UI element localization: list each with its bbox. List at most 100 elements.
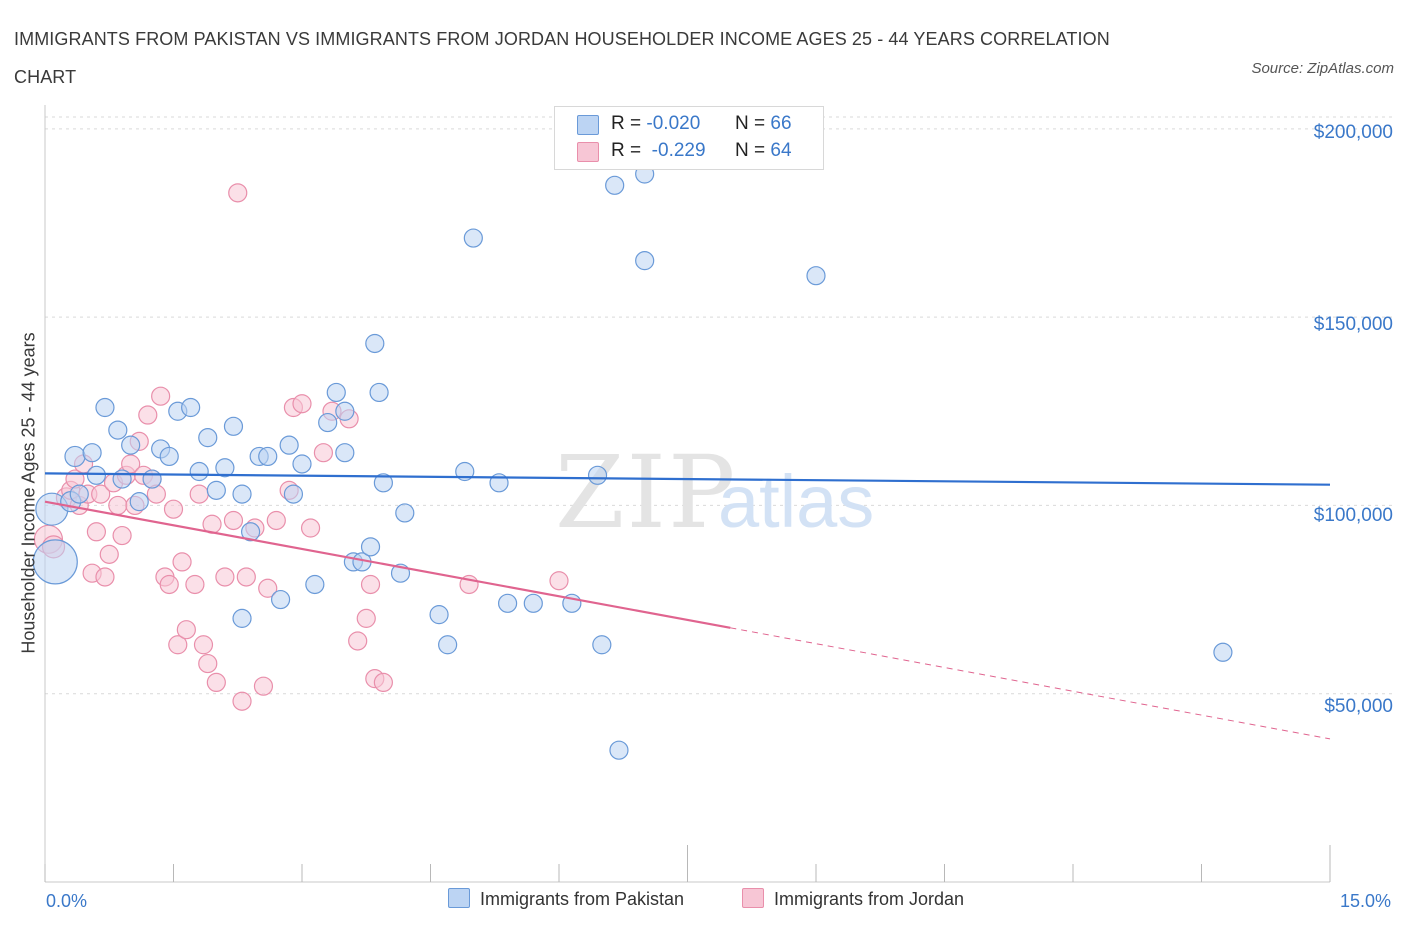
point-jordan-37 bbox=[215, 567, 235, 587]
point-jordan-17 bbox=[121, 454, 141, 474]
point-pakistan-38 bbox=[360, 537, 381, 557]
point-jordan-55 bbox=[360, 574, 381, 595]
correlation-legend: R = -0.020 N = 66 R = -0.229 N = 64 bbox=[554, 106, 824, 170]
point-jordan-12 bbox=[99, 544, 119, 564]
legend-r-pakistan: R = -0.020 bbox=[611, 113, 701, 134]
point-pakistan-32 bbox=[318, 412, 338, 433]
point-jordan-50 bbox=[313, 443, 334, 463]
point-pakistan-14 bbox=[159, 446, 179, 467]
point-pakistan-6 bbox=[86, 465, 107, 485]
point-jordan-21 bbox=[138, 405, 158, 425]
point-pakistan-4 bbox=[69, 484, 89, 504]
point-pakistan-23 bbox=[232, 608, 252, 628]
point-pakistan-17 bbox=[189, 461, 209, 482]
legend-n-pakistan: N = 66 bbox=[735, 113, 792, 134]
watermark-atlas: atlas bbox=[718, 460, 874, 543]
point-pakistan-3 bbox=[64, 445, 86, 468]
point-jordan-31 bbox=[185, 574, 205, 595]
point-pakistan-52 bbox=[587, 465, 608, 485]
point-pakistan-1 bbox=[32, 539, 78, 585]
point-pakistan-5 bbox=[82, 443, 102, 463]
watermark: ZIP atlas bbox=[555, 434, 874, 551]
point-pakistan-34 bbox=[335, 401, 355, 421]
point-jordan-11 bbox=[95, 567, 115, 587]
trend-line-jordan-extension bbox=[730, 627, 1331, 740]
point-pakistan-41 bbox=[373, 473, 393, 493]
legend-swatch-pakistan-bottom bbox=[448, 888, 470, 908]
point-pakistan-24 bbox=[241, 522, 261, 542]
point-pakistan-57 bbox=[635, 251, 655, 271]
point-pakistan-55 bbox=[609, 740, 629, 760]
point-pakistan-10 bbox=[121, 435, 141, 455]
point-jordan-32 bbox=[189, 484, 209, 504]
legend-r-value-pakistan: -0.020 bbox=[646, 113, 701, 134]
point-pakistan-20 bbox=[215, 458, 235, 478]
legend-swatch-jordan bbox=[577, 142, 599, 162]
legend-n-value-pakistan: 66 bbox=[770, 113, 792, 134]
x-tick-label-min: 0.0% bbox=[46, 891, 88, 911]
point-jordan-48 bbox=[292, 394, 312, 414]
point-jordan-49 bbox=[300, 518, 321, 538]
point-pakistan-9 bbox=[112, 469, 132, 489]
point-pakistan-53 bbox=[592, 635, 612, 655]
axes bbox=[44, 105, 1331, 883]
point-jordan-9 bbox=[86, 522, 107, 542]
point-pakistan-18 bbox=[198, 428, 218, 448]
source-credit: Source: ZipAtlas.com bbox=[1251, 60, 1394, 77]
point-jordan-24 bbox=[151, 386, 171, 406]
point-jordan-28 bbox=[168, 635, 188, 655]
point-pakistan-16 bbox=[181, 397, 201, 418]
point-pakistan-28 bbox=[279, 435, 299, 455]
point-jordan-54 bbox=[356, 608, 376, 628]
point-pakistan-35 bbox=[335, 443, 355, 463]
point-jordan-45 bbox=[266, 510, 286, 531]
point-jordan-26 bbox=[159, 574, 179, 595]
legend-n-value-jordan: 64 bbox=[770, 140, 792, 161]
legend-r-value-jordan: -0.229 bbox=[651, 140, 706, 161]
point-jordan-34 bbox=[198, 653, 218, 674]
legend-swatch-pakistan bbox=[577, 115, 599, 135]
point-pakistan-7 bbox=[95, 397, 115, 418]
trend-line-jordan bbox=[44, 500, 731, 629]
point-jordan-59 bbox=[549, 571, 569, 591]
legend-r-jordan: R = -0.229 bbox=[611, 140, 706, 161]
point-pakistan-49 bbox=[498, 593, 518, 613]
point-pakistan-31 bbox=[305, 574, 325, 595]
point-pakistan-58 bbox=[806, 266, 826, 286]
point-pakistan-50 bbox=[523, 593, 543, 613]
series-jordan-points bbox=[33, 183, 569, 711]
point-jordan-15 bbox=[112, 525, 132, 546]
point-jordan-40 bbox=[232, 691, 252, 711]
gridlines bbox=[45, 116, 1395, 695]
y-tick-label-150000: $150,000 bbox=[1313, 314, 1393, 335]
point-jordan-36 bbox=[206, 672, 226, 693]
legend-item-jordan[interactable]: Immigrants from Jordan bbox=[742, 888, 964, 910]
point-pakistan-26 bbox=[258, 446, 278, 467]
point-pakistan-33 bbox=[326, 382, 346, 403]
point-pakistan-21 bbox=[223, 416, 244, 436]
point-jordan-33 bbox=[193, 635, 214, 655]
watermark-zip: ZIP bbox=[555, 434, 737, 551]
point-pakistan-39 bbox=[365, 333, 385, 354]
point-jordan-43 bbox=[253, 676, 274, 696]
y-tick-label-200000: $200,000 bbox=[1313, 122, 1393, 143]
point-pakistan-19 bbox=[206, 480, 226, 500]
trend-lines bbox=[44, 472, 1331, 740]
point-pakistan-45 bbox=[438, 635, 458, 655]
point-pakistan-30 bbox=[292, 454, 312, 474]
point-pakistan-27 bbox=[270, 589, 291, 610]
point-jordan-27 bbox=[163, 499, 184, 519]
point-pakistan-11 bbox=[129, 492, 149, 512]
x-tick-label-max: 15.0% bbox=[1340, 891, 1392, 911]
legend-item-pakistan[interactable]: Immigrants from Pakistan bbox=[448, 888, 684, 910]
point-pakistan-43 bbox=[395, 503, 415, 523]
point-pakistan-47 bbox=[463, 228, 483, 248]
y-axis-label: Householder Income Ages 25 - 44 years bbox=[18, 332, 39, 654]
point-jordan-57 bbox=[373, 672, 393, 693]
point-pakistan-40 bbox=[369, 382, 389, 403]
point-jordan-53 bbox=[348, 631, 368, 651]
point-jordan-38 bbox=[223, 510, 244, 531]
point-jordan-39 bbox=[228, 183, 248, 203]
point-jordan-44 bbox=[258, 578, 278, 598]
